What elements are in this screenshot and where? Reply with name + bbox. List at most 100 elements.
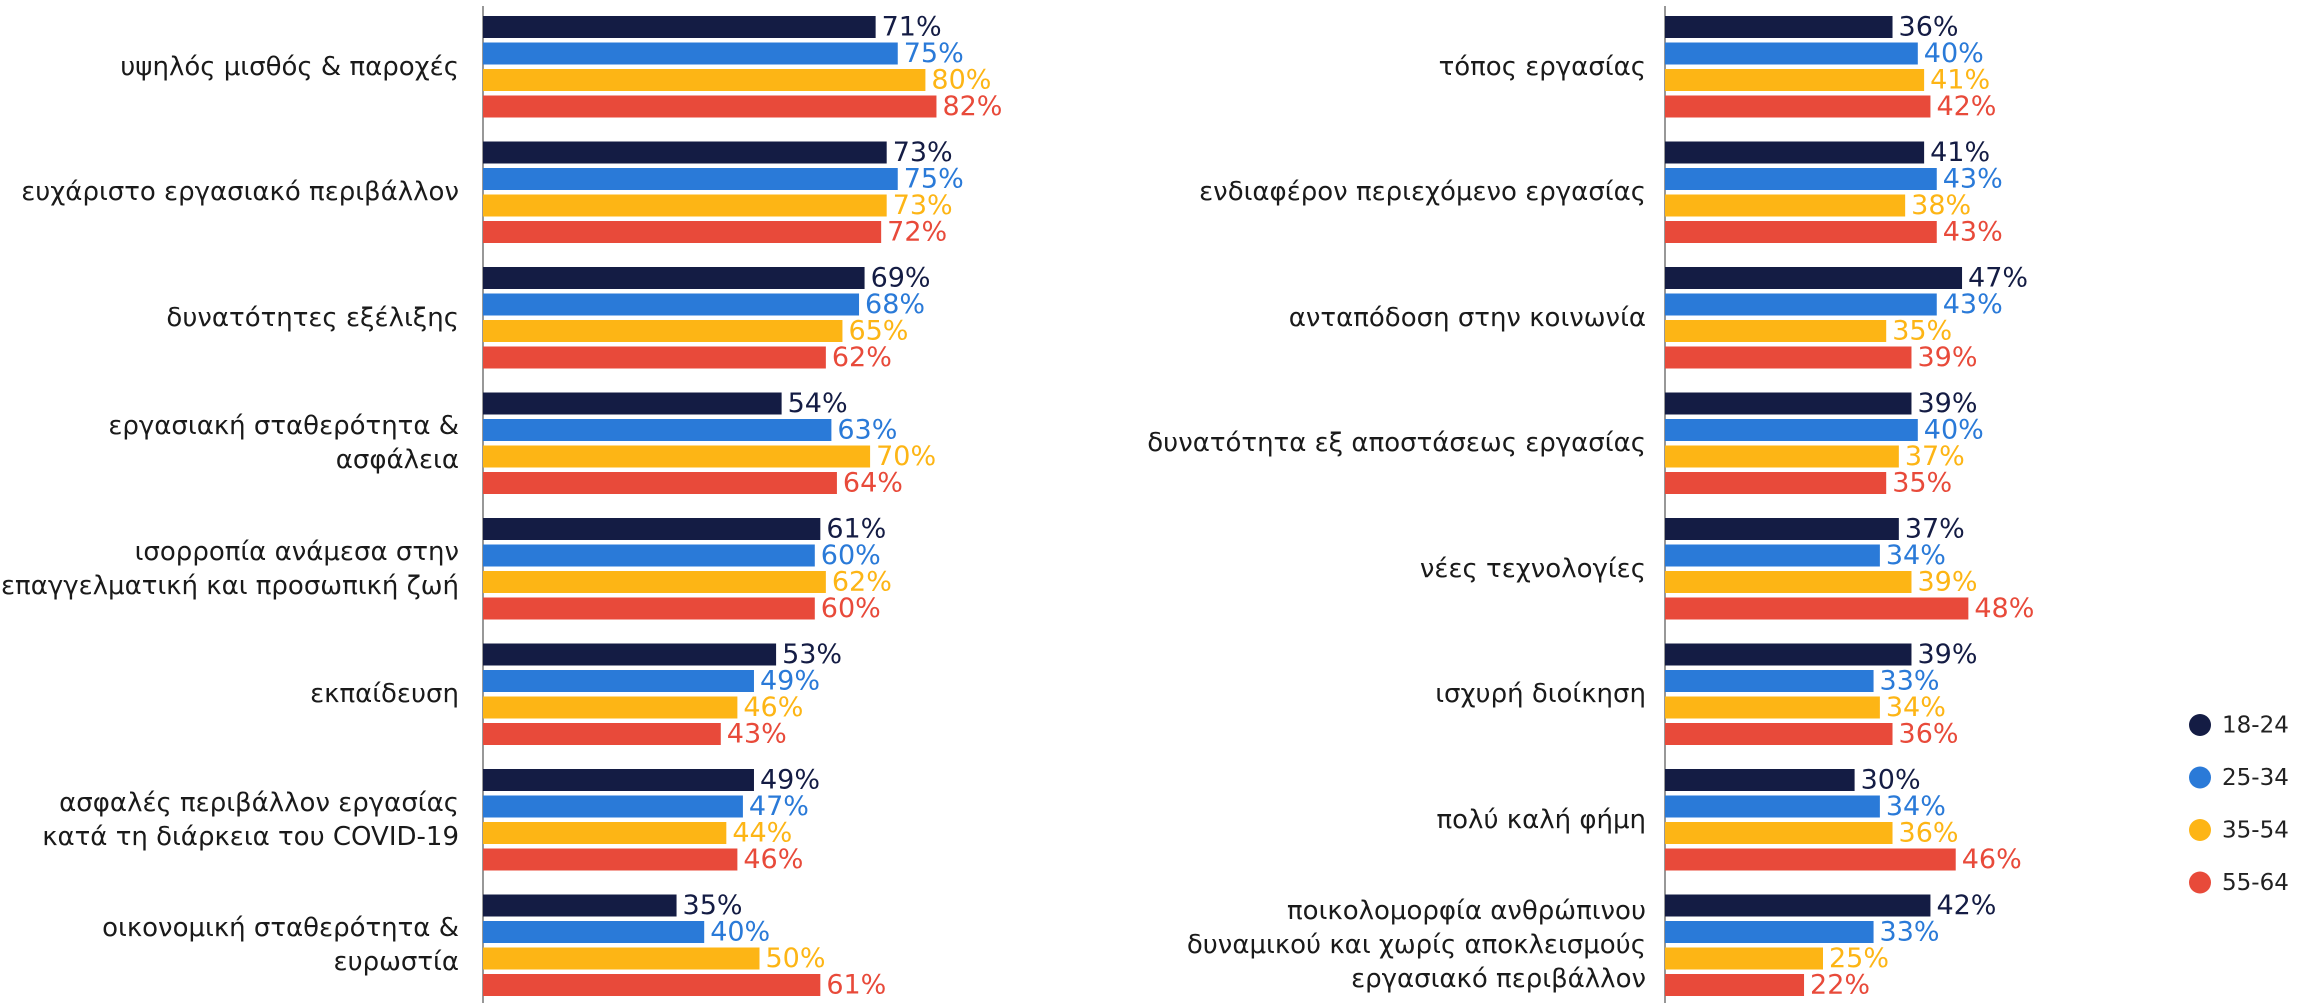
bar [1665,769,1855,791]
value-label: 35% [1892,316,1952,347]
bar [1665,597,1969,620]
bar [1665,723,1893,745]
value-label: 39% [1917,567,1977,598]
value-label: 60% [821,593,881,624]
value-label: 43% [727,719,787,750]
value-label: 34% [1886,692,1946,723]
bar [483,795,743,818]
category-label: υψηλός μισθός & παροχές [120,51,459,82]
value-label: 25% [1829,943,1889,974]
bar [1665,795,1880,818]
bar [483,670,754,692]
value-label: 68% [865,289,925,320]
bar [483,921,705,943]
value-label: 46% [1962,844,2022,875]
category-label: ευχάριστο εργασιακό περιβάλλον [21,177,459,208]
value-label: 46% [743,844,803,875]
bar [483,472,837,494]
bar [1665,921,1874,943]
category-label: δυνατότητες εξέλιξης [166,302,459,333]
bar [483,346,826,369]
bar [483,518,821,540]
value-label: 39% [1917,639,1977,670]
bar [1665,445,1899,468]
category-label: ανταπόδοση στην κοινωνία [1288,302,1646,333]
category-label: ισορροπία ανάμεσα στην επαγγελματική και… [0,536,459,601]
value-label: 75% [904,38,964,69]
value-label: 36% [1899,818,1959,849]
value-label: 61% [826,514,886,545]
bar [1665,16,1893,38]
value-label: 82% [942,91,1002,122]
bar [1665,518,1899,540]
value-label: 73% [893,137,953,168]
value-label: 75% [904,164,964,195]
value-label: 41% [1930,65,1990,96]
bar [1665,168,1937,190]
bar [483,221,882,243]
bar [483,16,876,38]
bar [483,769,754,791]
bar [483,320,843,342]
bar [1665,194,1906,217]
bar [483,696,738,719]
value-label: 62% [832,342,892,373]
bar [1665,822,1893,844]
value-label: 39% [1917,342,1977,373]
value-label: 37% [1905,514,1965,545]
category-label: δυνατότητα εξ αποστάσεως εργασίας [1147,428,1646,459]
bar [483,597,815,620]
bar [1665,894,1931,917]
bar [483,974,821,996]
bar [483,95,937,118]
legend-text: 55-64 [2222,870,2289,896]
bar [1665,95,1931,118]
value-label: 34% [1886,791,1946,822]
legend-marker [2189,766,2211,789]
value-label: 40% [1924,38,1984,69]
value-label: 70% [876,441,936,472]
bar [1665,670,1874,692]
value-label: 65% [848,316,908,347]
value-label: 36% [1899,719,1959,750]
value-label: 69% [871,263,931,294]
bar [1665,848,1956,871]
bar [1665,392,1912,415]
category-label: οικονομική σταθερότητα & ευρωστία [102,913,459,978]
bar [483,42,898,65]
bar [483,194,887,217]
bar [1665,346,1912,369]
legend-marker [2189,871,2211,894]
value-label: 60% [821,540,881,571]
bar [483,392,782,415]
bar [1665,267,1963,289]
value-label: 54% [788,388,848,419]
bar [1665,293,1937,316]
value-label: 53% [782,639,842,670]
category-label: ασφαλές περιβάλλον εργασίας κατά τη διάρ… [42,787,459,852]
value-label: 43% [1943,217,2003,248]
bar [1665,42,1918,65]
value-label: 72% [887,217,947,248]
category-label: ισχυρή διοίκηση [1435,679,1646,710]
value-label: 80% [931,65,991,96]
bar [483,894,677,917]
value-label: 71% [882,12,942,43]
category-label: νέες τεχνολογίες [1419,553,1646,584]
value-label: 40% [710,917,770,948]
bar [1665,141,1925,164]
value-label: 33% [1880,917,1940,948]
value-label: 47% [1968,263,2028,294]
value-label: 38% [1911,190,1971,221]
bar [483,544,815,567]
bar [483,293,860,316]
category-label: ενδιαφέρον περιεχόμενο εργασίας [1199,177,1646,208]
bar [1665,947,1823,970]
bar [1665,472,1887,494]
bar [483,571,826,593]
value-label: 43% [1943,164,2003,195]
bar [483,267,865,289]
value-label: 47% [749,791,809,822]
category-label: πολύ καλή φήμη [1436,804,1647,835]
